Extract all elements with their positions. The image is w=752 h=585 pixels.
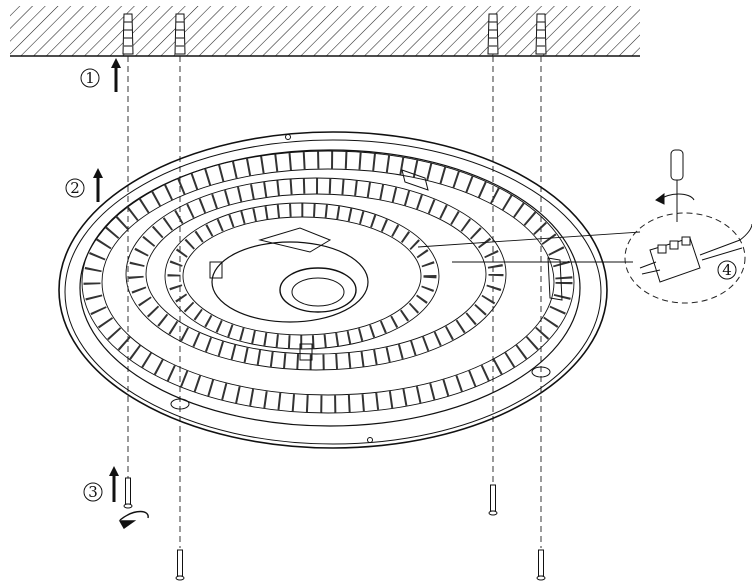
wall-plug-icon (122, 13, 134, 55)
up-arrow-icon (109, 466, 119, 502)
step-3: 3 (83, 466, 149, 530)
driver-housing (211, 241, 369, 323)
rim-edge (64, 139, 602, 445)
step-1-label: 1 (85, 69, 95, 87)
wall-plug-icon (535, 13, 547, 55)
step-2-label: 2 (70, 179, 80, 197)
step-4-callout: 4 (417, 149, 752, 304)
screw-icon (488, 484, 498, 516)
up-arrow-icon (93, 168, 103, 202)
alignment-lines (127, 56, 542, 548)
led-ring-middle (128, 178, 504, 370)
wall-plug-icon (487, 13, 499, 55)
step-4-label: 4 (722, 261, 732, 279)
rotation-arrow-icon (118, 510, 149, 530)
ceiling (10, 6, 640, 57)
step-1: 1 (80, 58, 121, 92)
screw-icon (175, 549, 185, 581)
wall-plug-icon (174, 13, 186, 55)
ceiling-light-fixture (58, 131, 608, 449)
led-ring-inner (167, 203, 437, 349)
step-3-label: 3 (88, 483, 98, 501)
step-2: 2 (65, 168, 103, 202)
screws (123, 477, 546, 581)
base-plate (79, 149, 581, 427)
detail-circle (624, 212, 746, 304)
outer-rim (58, 131, 608, 449)
wall-plugs (122, 13, 547, 55)
up-arrow-icon (111, 58, 121, 92)
terminal-block-icon (639, 223, 752, 283)
screwdriver-icon (655, 149, 695, 222)
screw-icon (123, 477, 133, 509)
center-mount (279, 267, 357, 313)
screw-icon (536, 549, 546, 581)
led-ring-outer (83, 151, 573, 413)
